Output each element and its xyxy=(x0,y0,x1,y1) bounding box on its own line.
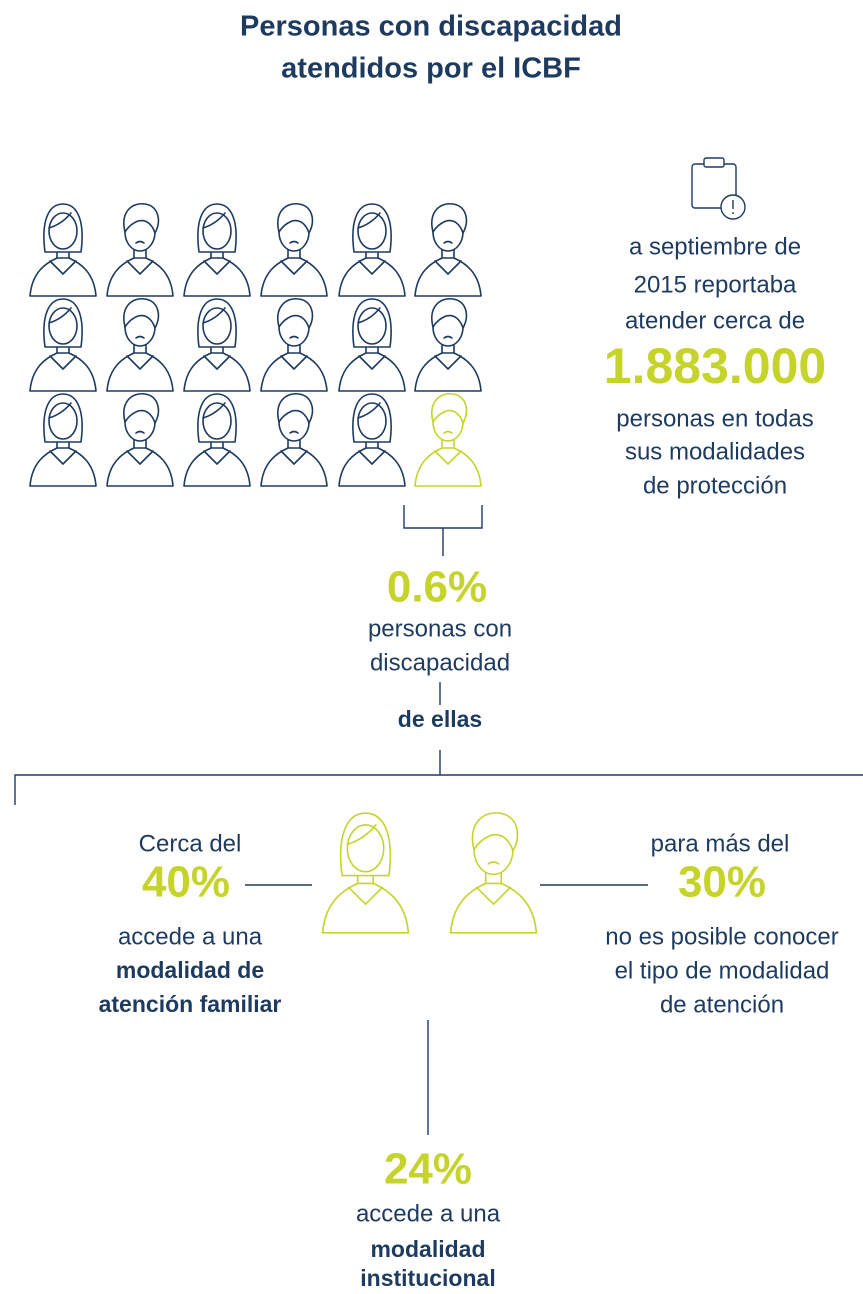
share-value: 0.6% xyxy=(387,563,487,612)
connector-text: de ellas xyxy=(398,706,482,732)
person-icon xyxy=(415,394,481,486)
person-icon xyxy=(451,813,537,933)
person-icon xyxy=(184,204,250,296)
person-icon xyxy=(107,204,173,296)
person-icon xyxy=(339,299,405,391)
people-grid xyxy=(30,204,481,486)
branch-line xyxy=(15,750,863,805)
report-text: a septiembre de xyxy=(629,233,801,260)
person-icon xyxy=(30,299,96,391)
familiar-emphasis: atención familiar xyxy=(99,991,282,1017)
institutional-value: 24% xyxy=(384,1145,472,1194)
report-text: de protección xyxy=(643,472,787,499)
person-icon xyxy=(184,299,250,391)
person-icon xyxy=(184,394,250,486)
clipboard-icon xyxy=(692,158,745,219)
report-total: 1.883.000 xyxy=(604,338,826,394)
person-icon xyxy=(323,813,409,933)
page: Personas con discapacidad atendidos por … xyxy=(0,0,863,1294)
bracket xyxy=(404,505,482,556)
report-text: personas en todas xyxy=(616,405,813,432)
infographic: Personas con discapacidad atendidos por … xyxy=(0,0,863,1294)
unknown-text: el tipo de modalidad xyxy=(615,957,830,984)
person-icon xyxy=(261,299,327,391)
person-icon xyxy=(415,299,481,391)
institutional-emphasis: modalidad xyxy=(370,1236,485,1262)
share-label: personas con xyxy=(368,615,512,642)
title: Personas con discapacidad xyxy=(240,11,622,43)
person-icon xyxy=(107,394,173,486)
person-icon xyxy=(30,394,96,486)
familiar-value: 40% xyxy=(142,858,230,907)
person-icon xyxy=(339,394,405,486)
institutional-emphasis: institucional xyxy=(360,1265,495,1291)
person-icon xyxy=(107,299,173,391)
person-icon xyxy=(30,204,96,296)
unknown-text: de atención xyxy=(660,991,784,1018)
share-label: discapacidad xyxy=(370,649,510,676)
familiar-intro: Cerca del xyxy=(139,830,242,857)
highlight-people xyxy=(323,813,537,933)
unknown-intro: para más del xyxy=(651,830,790,857)
title: atendidos por el ICBF xyxy=(281,53,581,85)
person-icon xyxy=(261,394,327,486)
person-icon xyxy=(261,204,327,296)
person-icon xyxy=(415,204,481,296)
institutional-text: accede a una xyxy=(356,1200,501,1227)
familiar-text: accede a una xyxy=(118,923,263,950)
report-text: atender cerca de xyxy=(625,307,805,334)
unknown-value: 30% xyxy=(678,858,766,907)
report-text: 2015 reportaba xyxy=(634,271,797,298)
unknown-text: no es posible conocer xyxy=(605,923,838,950)
person-icon xyxy=(339,204,405,296)
report-text: sus modalidades xyxy=(625,438,805,465)
familiar-emphasis: modalidad de xyxy=(116,957,264,983)
